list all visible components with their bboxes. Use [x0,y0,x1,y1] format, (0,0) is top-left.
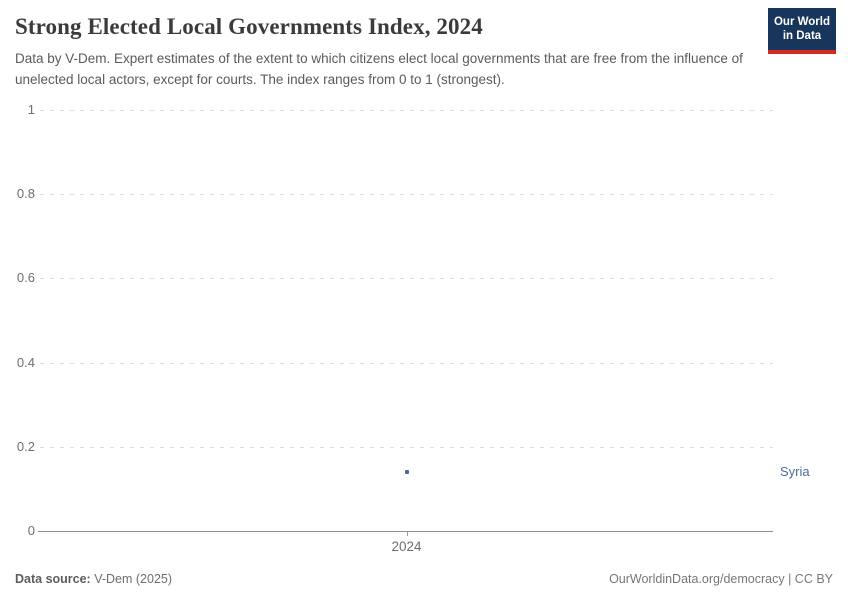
data-source-value: V-Dem (2025) [90,572,173,586]
y-axis-tick-label: 0.6 [16,270,35,286]
x-axis-tick [406,532,408,536]
x-axis-line [38,531,773,532]
chart-subtitle: Data by V-Dem. Expert estimates of the e… [15,51,743,87]
owid-logo[interactable]: Our World in Data [768,8,836,54]
owid-logo-line2: in Data [782,30,822,43]
y-axis-tick-label: 0.2 [16,438,35,454]
data-source: Data source: V-Dem (2025) [15,572,172,586]
gridline-0.2 [40,446,773,448]
y-axis-tick-label: 0.4 [16,354,35,370]
data-source-label: Data source: [15,572,91,586]
chart-title: Strong Elected Local Governments Index, … [15,14,483,39]
data-point-syria[interactable] [404,470,409,475]
credit-link[interactable]: OurWorldinData.org/democracy | CC BY [609,572,833,586]
gridline-0.6 [40,278,773,280]
owid-logo-line1: Our World [773,16,830,28]
entity-label-syria[interactable]: Syria [780,464,810,480]
y-axis-tick-label: 0 [27,523,35,538]
y-axis-tick-label: 0.8 [16,186,35,202]
y-axis-tick-label: 1 [27,102,35,117]
chart-header: Strong Elected Local Governments Index, … [15,8,836,91]
gridline-0.4 [40,362,773,364]
x-axis-tick-label: 2024 [391,539,422,554]
gridline-1 [40,110,773,111]
chart-footer: Data source: V-Dem (2025) OurWorldinData… [15,572,833,586]
gridline-0.8 [40,194,773,196]
